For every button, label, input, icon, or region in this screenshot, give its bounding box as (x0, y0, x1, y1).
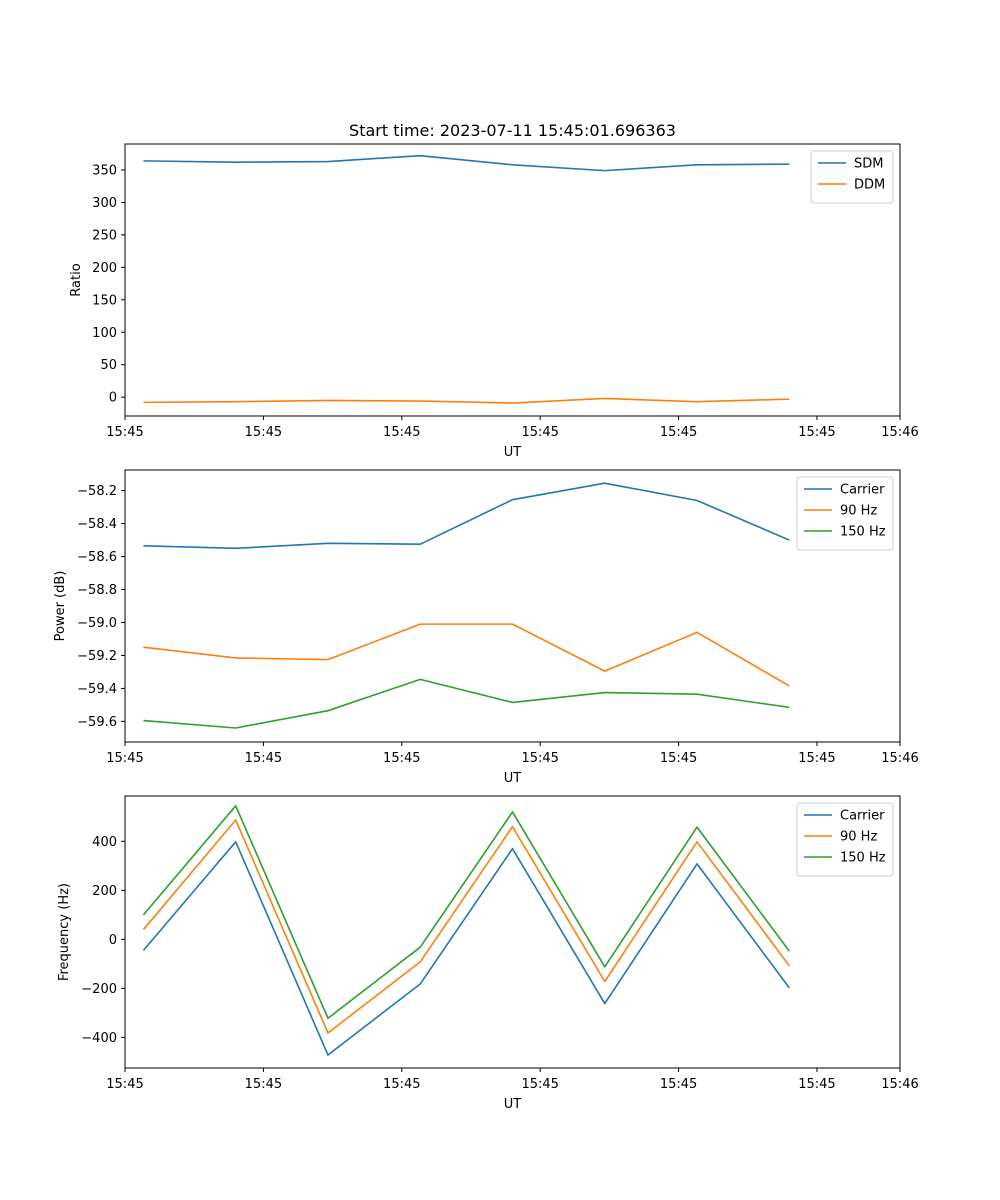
y-axis-label: Frequency (Hz) (57, 883, 72, 981)
series-line-150-hz (142, 804, 790, 1020)
x-tick-label: 15:45 (106, 425, 143, 440)
x-tick-label: 15:45 (660, 751, 697, 766)
series-line-90-hz (142, 819, 790, 1034)
x-tick-label: 15:45 (521, 425, 558, 440)
y-tick-label: 200 (92, 261, 117, 276)
y-tick-label: −200 (81, 982, 117, 997)
legend: Carrier 90 Hz 150 Hz (796, 476, 894, 551)
y-tick-label: −400 (81, 1031, 117, 1046)
x-tick-label: 15:45 (245, 751, 282, 766)
y-tick-label: −58.2 (77, 484, 117, 499)
x-tick-label: 15:45 (383, 425, 420, 440)
plot-frame (124, 795, 901, 1069)
y-tick-label: 0 (109, 391, 117, 406)
x-axis-label: UT (504, 771, 522, 786)
legend-label: 90 Hz (840, 504, 877, 519)
y-axis-label: Power (dB) (53, 571, 68, 642)
x-tick-label: 15:45 (521, 1077, 558, 1092)
x-tick-label: 15:45 (798, 1077, 835, 1092)
y-tick-label: 100 (92, 326, 117, 341)
chart-title: Start time: 2023-07-11 15:45:01.696363 (349, 121, 676, 140)
x-tick-label: 15:45 (660, 1077, 697, 1092)
y-tick-label: −58.6 (77, 550, 117, 565)
x-axis-label: UT (504, 1097, 522, 1112)
y-tick-label: −58.8 (77, 583, 117, 598)
x-tick-label: 15:46 (881, 1077, 918, 1092)
legend-label: 150 Hz (840, 525, 886, 540)
y-tick-label: 0 (109, 933, 117, 948)
legend-label: Carrier (840, 483, 885, 498)
series-line-carrier (142, 841, 790, 1056)
y-tick-label: 150 (92, 293, 117, 308)
x-tick-label: 15:45 (798, 751, 835, 766)
legend: Carrier 90 Hz 150 Hz (796, 802, 894, 877)
x-tick-label: 15:45 (660, 425, 697, 440)
plot-frame (124, 469, 901, 743)
y-tick-label: 200 (92, 884, 117, 899)
y-axis-label: Ratio (69, 263, 84, 296)
x-tick-label: 15:46 (881, 751, 918, 766)
legend-label: SDM (854, 157, 883, 172)
panel-power: 15:45 15:45 15:45 15:45 15:45 15:45 15:46 −59.6… (53, 469, 919, 786)
panel-frequency: 15:45 15:45 15:45 15:45 15:45 15:45 15:46 −400 −… (57, 795, 919, 1112)
y-tick-label: 50 (100, 358, 117, 373)
y-tick-label: −59.6 (77, 715, 117, 730)
x-tick-label: 15:45 (521, 751, 558, 766)
x-tick-label: 15:45 (798, 425, 835, 440)
y-tick-label: −59.0 (77, 616, 117, 631)
y-tick-label: 300 (92, 196, 117, 211)
x-tick-label: 15:45 (383, 1077, 420, 1092)
legend-label: 90 Hz (840, 830, 877, 845)
legend-label: 150 Hz (840, 851, 886, 866)
x-axis-label: UT (504, 445, 522, 460)
series-line-150-hz (143, 678, 790, 729)
y-tick-label: 250 (92, 228, 117, 243)
series-line-ddm (143, 397, 790, 404)
series-line-carrier (143, 482, 790, 550)
y-tick-label: −59.2 (77, 649, 117, 664)
x-tick-label: 15:45 (245, 425, 282, 440)
x-tick-label: 15:45 (106, 1077, 143, 1092)
y-tick-label: −58.4 (77, 517, 117, 532)
panel-ratio: 15:45 15:45 15:45 15:45 15:45 15:45 15:46 0 50 10… (69, 143, 919, 460)
series-line-90-hz (143, 623, 790, 687)
legend: SDM DDM (810, 150, 894, 204)
x-tick-label: 15:45 (383, 751, 420, 766)
x-tick-label: 15:45 (245, 1077, 282, 1092)
y-tick-label: 350 (92, 163, 117, 178)
x-tick-label: 15:46 (881, 425, 918, 440)
legend-label: Carrier (840, 809, 885, 824)
legend-box (810, 150, 894, 204)
series-line-sdm (143, 154, 790, 172)
y-tick-label: 400 (92, 835, 117, 850)
x-tick-label: 15:45 (106, 751, 143, 766)
legend-label: DDM (854, 178, 885, 193)
y-tick-label: −59.4 (77, 682, 117, 697)
plot-frame (124, 143, 901, 417)
